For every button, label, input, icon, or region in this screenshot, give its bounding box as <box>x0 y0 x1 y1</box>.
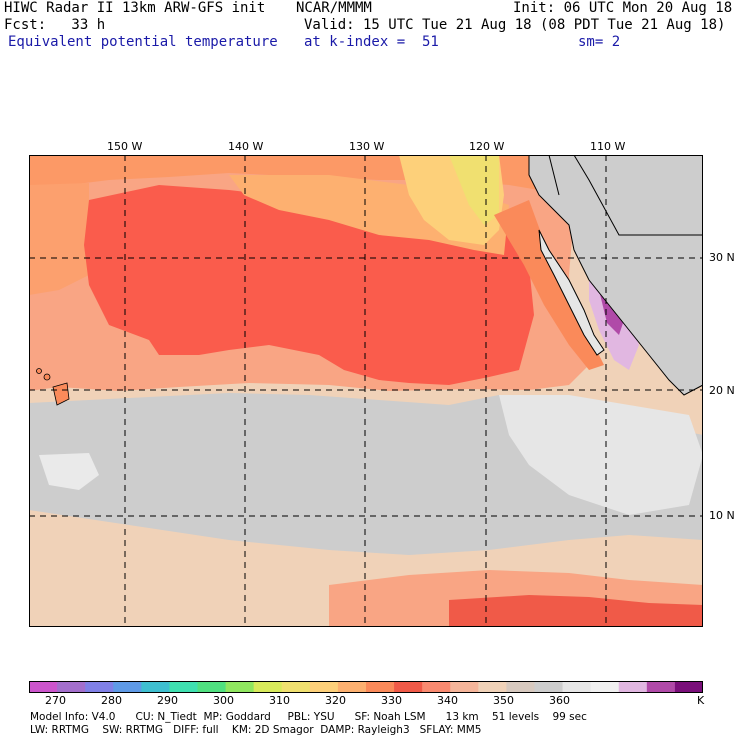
lon-label-110w: 110 W <box>590 140 626 153</box>
colorbar-swatch <box>85 681 114 693</box>
light-yellow-coast <box>449 155 499 225</box>
red-band-south <box>449 595 703 627</box>
colorbar-swatch <box>506 681 535 693</box>
model-title: HIWC Radar II 13km ARW-GFS init <box>4 0 266 16</box>
model-info-line-2: LW: RRTMG SW: RRTMG DIFF: full KM: 2D Sm… <box>30 724 482 736</box>
tick-300: 300 <box>213 694 234 707</box>
colorbar-swatch <box>618 681 648 693</box>
colorbar-swatch <box>562 681 592 693</box>
colorbar-swatch <box>253 681 283 693</box>
tick-290: 290 <box>157 694 178 707</box>
state-border-1 <box>548 155 560 196</box>
colorbar-swatch <box>478 681 507 693</box>
white-patch-east <box>499 395 703 515</box>
tick-320: 320 <box>325 694 346 707</box>
colorbar-swatch <box>141 681 170 693</box>
land-mass <box>528 155 703 396</box>
hawaii-maui <box>43 373 51 381</box>
lon-label-120w: 120 W <box>469 140 505 153</box>
tick-330: 330 <box>381 694 402 707</box>
lat-label-20n: 20 N <box>709 384 735 397</box>
colorbar-frame <box>29 681 703 693</box>
colorbar-swatch <box>450 681 479 693</box>
colorbar-swatch <box>337 681 367 693</box>
tick-360: 360 <box>549 694 570 707</box>
hawaii-oahu <box>36 368 42 374</box>
map-frame <box>29 155 703 627</box>
model-info-line-1: Model Info: V4.0 CU: N_Tiedt MP: Goddard… <box>30 711 587 723</box>
us-border <box>573 155 703 236</box>
lon-label-140w: 140 W <box>228 140 264 153</box>
tick-340: 340 <box>437 694 458 707</box>
white-patch-west <box>39 453 99 490</box>
lat-label-10n: 10 N <box>709 509 735 522</box>
tick-280: 280 <box>101 694 122 707</box>
k-index-label: at k-index = 51 <box>304 34 439 50</box>
baja-peninsula <box>538 229 605 356</box>
smoothing-label: sm= 2 <box>578 34 621 50</box>
lat-label-30n: 30 N <box>709 251 735 264</box>
colorbar-swatch <box>422 681 451 693</box>
colorbar-swatch <box>534 681 564 693</box>
tick-310: 310 <box>269 694 290 707</box>
colorbar-swatch <box>366 681 395 693</box>
tick-350: 350 <box>493 694 514 707</box>
colorbar-swatch <box>57 681 86 693</box>
orange-west-block <box>29 183 89 295</box>
forecast-hour: Fcst: 33 h <box>4 17 106 33</box>
colorbar-swatch <box>113 681 142 693</box>
colorbar-swatch <box>674 681 703 693</box>
colorbar-swatch <box>394 681 423 693</box>
valid-time: Valid: 15 UTC Tue 21 Aug 18 (08 PDT Tue … <box>304 17 726 33</box>
init-time: Init: 06 UTC Mon 20 Aug 18 <box>513 0 733 16</box>
unit-label: K <box>697 694 705 707</box>
colorbar-swatch <box>590 681 620 693</box>
lon-label-150w: 150 W <box>107 140 143 153</box>
colorbar <box>29 681 703 693</box>
colorbar-swatch <box>29 681 58 693</box>
colorbar-swatch <box>281 681 311 693</box>
tick-270: 270 <box>45 694 66 707</box>
field-name: Equivalent potential temperature <box>8 34 278 50</box>
lon-label-130w: 130 W <box>349 140 385 153</box>
organization-label: NCAR/MMMM <box>296 0 372 16</box>
hawaii-big-island <box>52 382 70 406</box>
colorbar-swatch <box>197 681 227 693</box>
theta-e-map <box>29 155 703 627</box>
colorbar-swatch <box>646 681 676 693</box>
colorbar-swatch <box>169 681 198 693</box>
coastal-salmon-strip <box>494 200 604 370</box>
colorbar-swatch <box>309 681 339 693</box>
dark-purple-patch <box>599 290 624 335</box>
colorbar-swatch <box>225 681 255 693</box>
graticule <box>29 155 703 627</box>
